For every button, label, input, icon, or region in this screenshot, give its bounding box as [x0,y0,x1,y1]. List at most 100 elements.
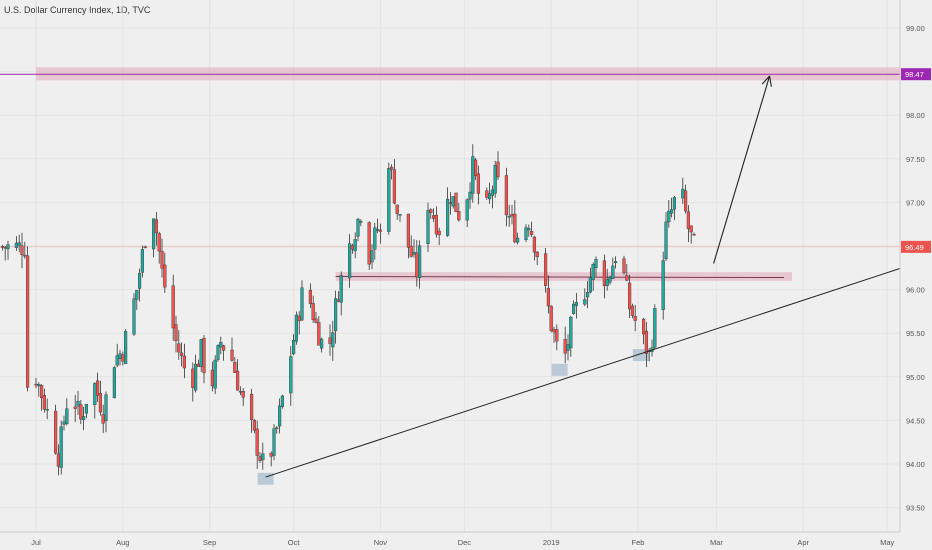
candle [230,337,234,362]
candle-body [269,452,273,457]
x-tick-label: Apr [797,538,809,547]
candle-body [308,289,312,304]
candle [219,336,223,355]
candle [56,444,60,476]
candle-body [123,331,128,365]
candle [594,256,598,277]
candle-body [608,277,612,283]
candle [622,255,626,275]
x-tick-label: Jul [31,538,41,547]
candle-body [586,292,590,298]
candle-body [157,233,161,252]
candle-body [378,229,382,232]
candle [588,267,592,294]
candle [62,415,66,431]
candle [252,419,256,434]
candle [65,398,69,426]
candle-body [93,383,97,405]
candle-body [196,363,200,367]
candle [160,238,164,278]
candle [530,221,534,238]
projection-arrow-head [761,75,771,85]
candle-body [252,420,256,431]
candle [532,235,536,261]
y-tick-label: 96.00 [906,286,925,295]
candle [454,192,458,213]
candle [280,394,284,409]
candle-body [535,251,539,257]
candle-body [633,316,637,321]
candle-body [275,427,279,429]
candle-body [191,368,195,388]
candle-body [6,244,10,250]
candle-body [0,246,4,248]
y-tick-label: 97.50 [906,155,925,164]
candle [42,388,46,413]
candle-body [193,364,198,391]
candle [681,177,685,204]
candle-body [485,190,489,198]
candle [353,232,357,259]
candle [135,289,139,310]
candle [37,382,41,397]
candle [20,232,24,269]
candle [334,290,338,344]
candle-body [350,245,354,250]
candle-body [686,211,690,230]
candle [493,160,497,198]
candle-body [118,353,122,359]
candle-body [151,218,156,250]
candle [373,222,377,260]
candle-body [292,340,296,355]
candle [258,452,262,463]
candle-body [336,299,340,302]
candle-body [546,287,550,307]
candle [378,223,382,244]
candle-body [163,264,167,288]
candle-body [448,202,452,204]
candle-body [566,344,570,351]
candle-body [398,214,402,216]
candle [608,275,612,285]
candle [614,256,618,269]
candle [115,343,119,368]
candle [73,394,77,423]
candle [684,184,688,214]
candle [429,208,433,219]
price-tag [901,240,931,253]
candle [118,349,122,366]
candle-body [45,408,49,411]
x-tick-label: Sep [203,538,216,547]
candle [59,420,63,475]
candle [488,182,492,204]
candle [633,305,637,332]
candle [278,398,282,434]
candle-body [504,175,508,216]
candle-body [210,369,214,387]
candle [292,334,296,356]
candle [653,304,657,350]
y-tick-label: 99.00 [906,24,925,33]
candle [496,151,500,180]
candle-body [572,303,576,314]
candle [221,344,226,361]
x-tick-label: Nov [374,538,388,547]
candle-body [390,166,394,170]
candle-body [395,204,399,214]
candle-body [563,339,567,354]
candle [317,316,321,346]
candle-body [672,197,676,210]
price-tag-label: 98.47 [905,70,924,79]
candle [412,239,416,258]
candle-body [81,416,86,421]
candle-body [446,198,450,236]
x-tick-label: May [880,538,894,547]
y-tick-label: 94.50 [906,416,925,425]
candle-body [121,354,125,362]
candle [376,218,380,234]
candle [359,219,363,227]
y-tick-label: 95.50 [906,329,925,338]
candle [432,208,436,222]
candle [112,366,116,399]
